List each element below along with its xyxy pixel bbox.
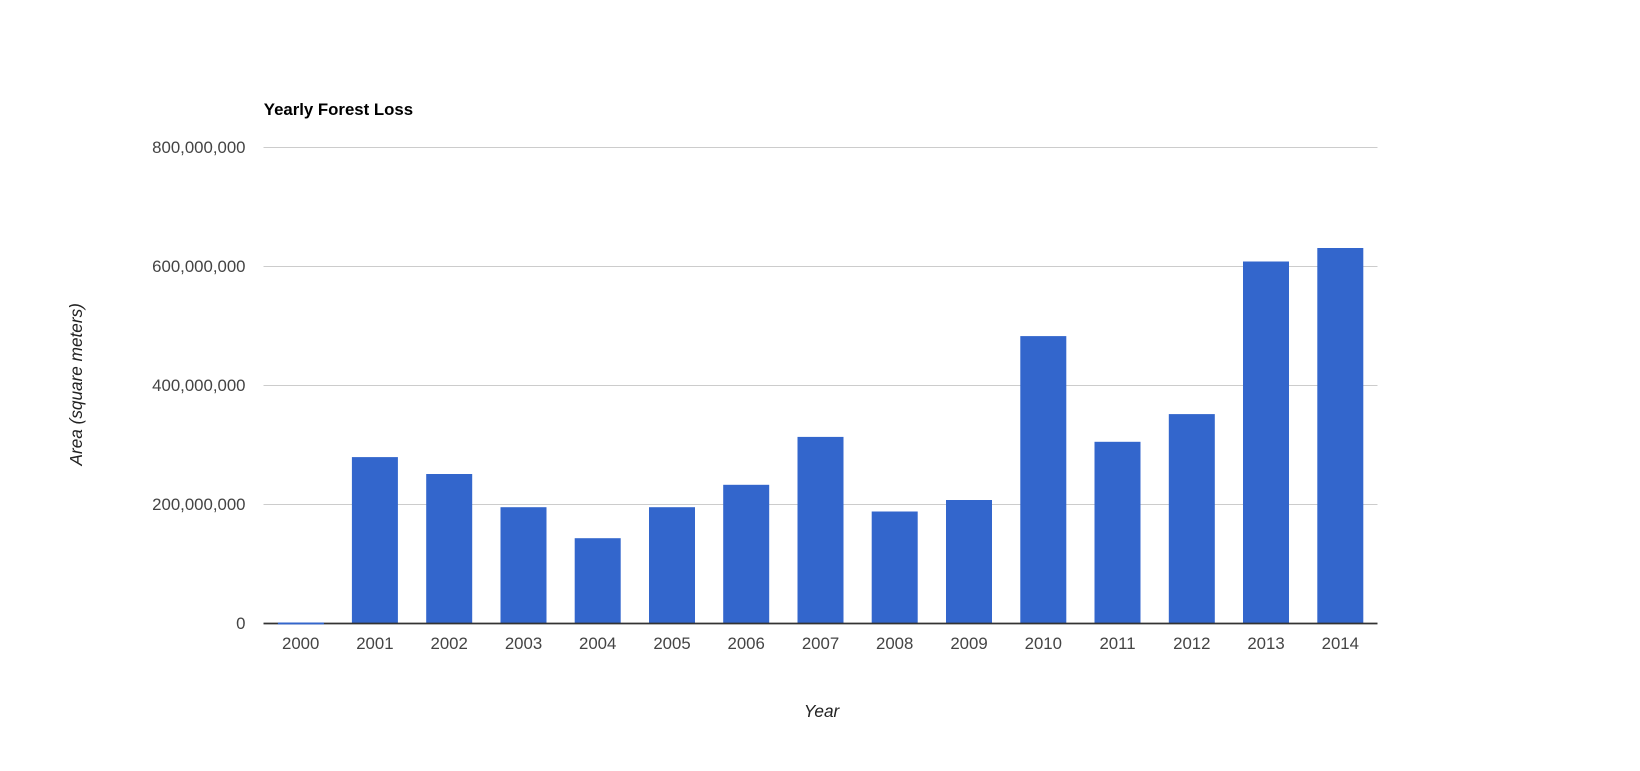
svg-text:2011: 2011: [1099, 634, 1135, 653]
svg-text:2001: 2001: [356, 634, 393, 653]
svg-text:2012: 2012: [1173, 634, 1210, 653]
svg-text:Area (square meters): Area (square meters): [66, 303, 86, 466]
svg-text:2009: 2009: [950, 634, 987, 653]
svg-text:800,000,000: 800,000,000: [152, 138, 245, 157]
svg-text:400,000,000: 400,000,000: [152, 376, 245, 395]
svg-text:2005: 2005: [653, 634, 690, 653]
svg-text:Year: Year: [804, 701, 841, 721]
svg-text:600,000,000: 600,000,000: [152, 257, 245, 276]
svg-text:0: 0: [236, 614, 245, 633]
svg-text:200,000,000: 200,000,000: [152, 495, 245, 514]
svg-text:2014: 2014: [1322, 634, 1359, 653]
svg-text:2003: 2003: [505, 634, 542, 653]
svg-text:2008: 2008: [876, 634, 913, 653]
svg-text:2007: 2007: [802, 634, 839, 653]
svg-text:2006: 2006: [728, 634, 765, 653]
svg-text:2010: 2010: [1025, 634, 1062, 653]
svg-text:2004: 2004: [579, 634, 616, 653]
svg-text:2013: 2013: [1247, 634, 1284, 653]
svg-text:2002: 2002: [431, 634, 468, 653]
svg-text:Yearly Forest Loss: Yearly Forest Loss: [264, 100, 413, 119]
svg-text:2000: 2000: [282, 634, 319, 653]
